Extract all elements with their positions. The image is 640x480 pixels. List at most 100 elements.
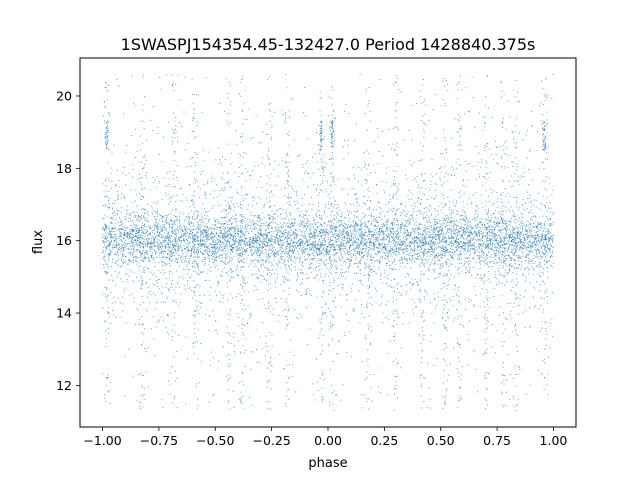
data-point <box>289 243 291 245</box>
data-point <box>265 245 267 247</box>
data-point <box>488 235 490 237</box>
data-point <box>464 245 466 247</box>
data-point <box>181 231 183 233</box>
data-point <box>158 235 160 237</box>
data-point <box>409 236 411 238</box>
data-point <box>284 259 286 261</box>
data-point <box>162 246 164 248</box>
data-point <box>251 253 253 255</box>
data-point <box>445 242 447 244</box>
data-point <box>142 250 144 252</box>
data-point <box>148 257 150 259</box>
data-point <box>241 260 243 262</box>
data-point <box>122 255 124 258</box>
data-point <box>405 236 407 238</box>
data-point <box>350 258 353 260</box>
data-point <box>220 223 222 225</box>
data-point <box>149 245 151 247</box>
data-point <box>183 219 185 221</box>
data-point <box>254 263 256 265</box>
data-point <box>432 229 434 231</box>
data-point <box>153 229 155 231</box>
data-point <box>213 247 215 249</box>
data-point <box>360 260 362 262</box>
data-point <box>475 262 477 264</box>
data-point <box>222 249 225 251</box>
data-point <box>365 263 368 265</box>
data-point <box>404 244 406 246</box>
data-point <box>260 251 262 253</box>
data-point <box>544 235 546 237</box>
data-point <box>430 247 432 249</box>
data-point <box>110 241 112 243</box>
data-point <box>108 255 111 257</box>
data-point <box>233 228 235 230</box>
data-point <box>395 246 397 248</box>
data-point <box>182 239 185 241</box>
data-point <box>312 217 314 219</box>
data-point <box>319 217 321 219</box>
data-point <box>261 240 263 242</box>
data-point <box>350 260 353 262</box>
data-point <box>310 263 312 265</box>
data-point <box>379 231 381 233</box>
data-point <box>237 229 239 231</box>
data-point <box>385 228 387 230</box>
data-point <box>153 244 155 247</box>
data-point <box>428 269 430 271</box>
data-point <box>208 258 210 260</box>
data-point <box>130 233 132 235</box>
data-point <box>533 241 535 243</box>
data-point <box>239 256 241 259</box>
data-point <box>486 243 488 245</box>
data-point <box>356 224 358 226</box>
data-point <box>132 254 134 256</box>
data-point <box>536 236 538 238</box>
data-point <box>289 245 291 248</box>
data-point <box>441 230 443 232</box>
data-point <box>530 217 532 219</box>
data-point <box>210 228 212 230</box>
data-point <box>301 250 303 252</box>
data-point <box>399 239 401 241</box>
data-point <box>250 214 252 216</box>
data-point <box>244 253 246 255</box>
data-point <box>196 234 198 236</box>
data-point <box>347 240 349 243</box>
data-point <box>405 257 407 259</box>
data-point <box>260 264 262 266</box>
data-point <box>370 263 372 265</box>
data-point <box>207 230 209 232</box>
data-point <box>402 248 404 250</box>
data-point <box>514 244 516 246</box>
data-point <box>240 247 242 249</box>
data-point <box>389 194 391 196</box>
data-point <box>502 220 504 223</box>
data-point <box>300 256 302 258</box>
data-point <box>238 237 240 239</box>
data-point <box>314 246 316 248</box>
data-point <box>290 269 292 271</box>
data-point <box>372 256 374 258</box>
data-point <box>139 218 141 220</box>
data-point <box>172 226 174 228</box>
data-point <box>535 265 537 267</box>
data-point <box>278 240 280 242</box>
data-point <box>421 258 423 260</box>
data-point <box>412 242 415 245</box>
data-point <box>144 209 147 211</box>
data-point <box>163 225 165 227</box>
data-point <box>518 230 520 232</box>
data-point <box>337 214 339 216</box>
data-point <box>240 232 242 234</box>
data-point <box>466 250 468 253</box>
data-point <box>149 232 152 235</box>
data-point <box>465 243 467 245</box>
data-point <box>510 236 512 239</box>
data-point <box>305 236 307 238</box>
data-point <box>249 221 251 223</box>
data-point <box>245 251 247 253</box>
data-point <box>262 253 264 255</box>
data-point <box>295 258 297 260</box>
data-point <box>194 233 196 235</box>
